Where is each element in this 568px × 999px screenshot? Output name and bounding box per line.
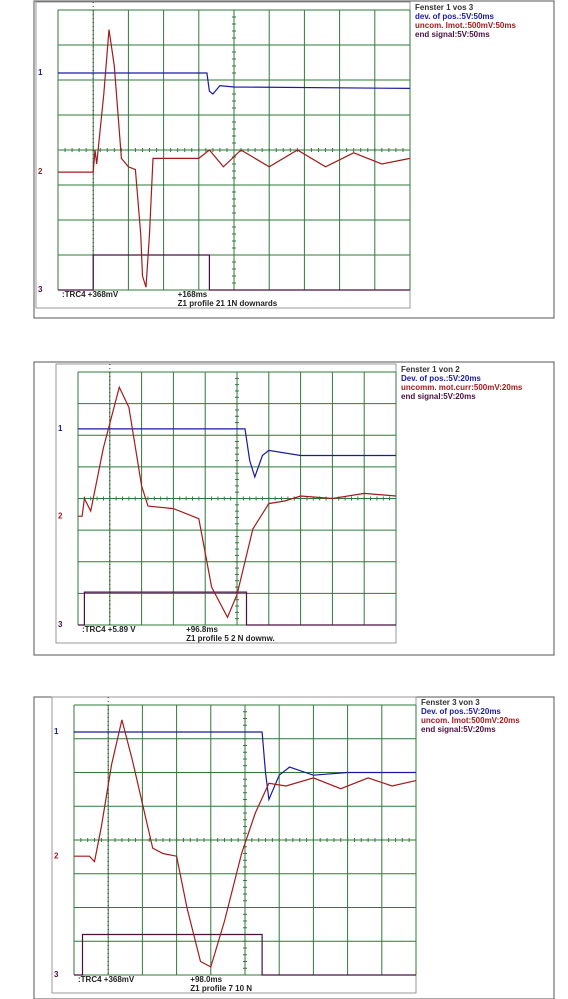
channel-marker: 1 (54, 727, 59, 736)
channel-marker: 3 (54, 970, 59, 979)
trace-end-signal (78, 591, 396, 626)
legend-entry: Dev. of pos.:5V:20ms (401, 374, 481, 383)
channel-marker: 3 (58, 620, 63, 629)
trace-position (78, 428, 396, 479)
cursor-readout: :TRC4 +368mV (78, 975, 135, 984)
channel-marker: 2 (54, 851, 59, 860)
window-label: Fenster 1 vos 3 (415, 3, 474, 12)
channel-marker: 2 (38, 167, 43, 176)
legend-entry: dev. of pos.:5V:50ms (415, 12, 495, 21)
legend-entry: end signal:5V:20ms (421, 725, 496, 734)
plot-frame (51, 696, 417, 994)
time-readout: +98.0ms (190, 975, 222, 984)
trace-position (74, 731, 416, 802)
legend-entry: uncom. Imot.:500mV:50ms (415, 21, 516, 30)
trace-current (58, 29, 411, 288)
channel-marker: 1 (38, 68, 43, 77)
legend-entry: uncom. Imot:500mV:20ms (421, 716, 520, 725)
channel-marker: 3 (38, 285, 43, 294)
channel-marker: 1 (58, 424, 63, 433)
caption: Z1 profile 5 2 N downw. (186, 634, 275, 643)
trace-current (74, 719, 417, 968)
time-readout: +96.8ms (186, 625, 218, 634)
legend-entry: Dev. of pos.:5V:20ms (421, 707, 501, 716)
trace-end-signal (74, 933, 416, 976)
trace-position (58, 72, 411, 95)
trace-current (78, 385, 397, 619)
plot-frame (55, 363, 397, 644)
cursor-readout: :TRC4 +368mV (62, 290, 119, 299)
legend-entry: end signal:5V:20ms (401, 392, 476, 401)
plot-frame (35, 1, 411, 309)
legend-entry: end signal:5V:50ms (415, 30, 490, 39)
channel-marker: 2 (58, 511, 63, 520)
caption: Z1 profile 21 1N downards (178, 299, 278, 308)
window-label: Fenster 1 von 2 (401, 365, 460, 374)
caption: Z1 profile 7 10 N (190, 984, 252, 993)
cursor-readout: :TRC4 +5.89 V (82, 625, 136, 634)
legend-entry: uncomm. mot.curr:500mV:20ms (401, 383, 523, 392)
window-label: Fenster 3 von 3 (421, 698, 480, 707)
trace-end-signal (58, 254, 410, 291)
time-readout: +168ms (178, 290, 208, 299)
